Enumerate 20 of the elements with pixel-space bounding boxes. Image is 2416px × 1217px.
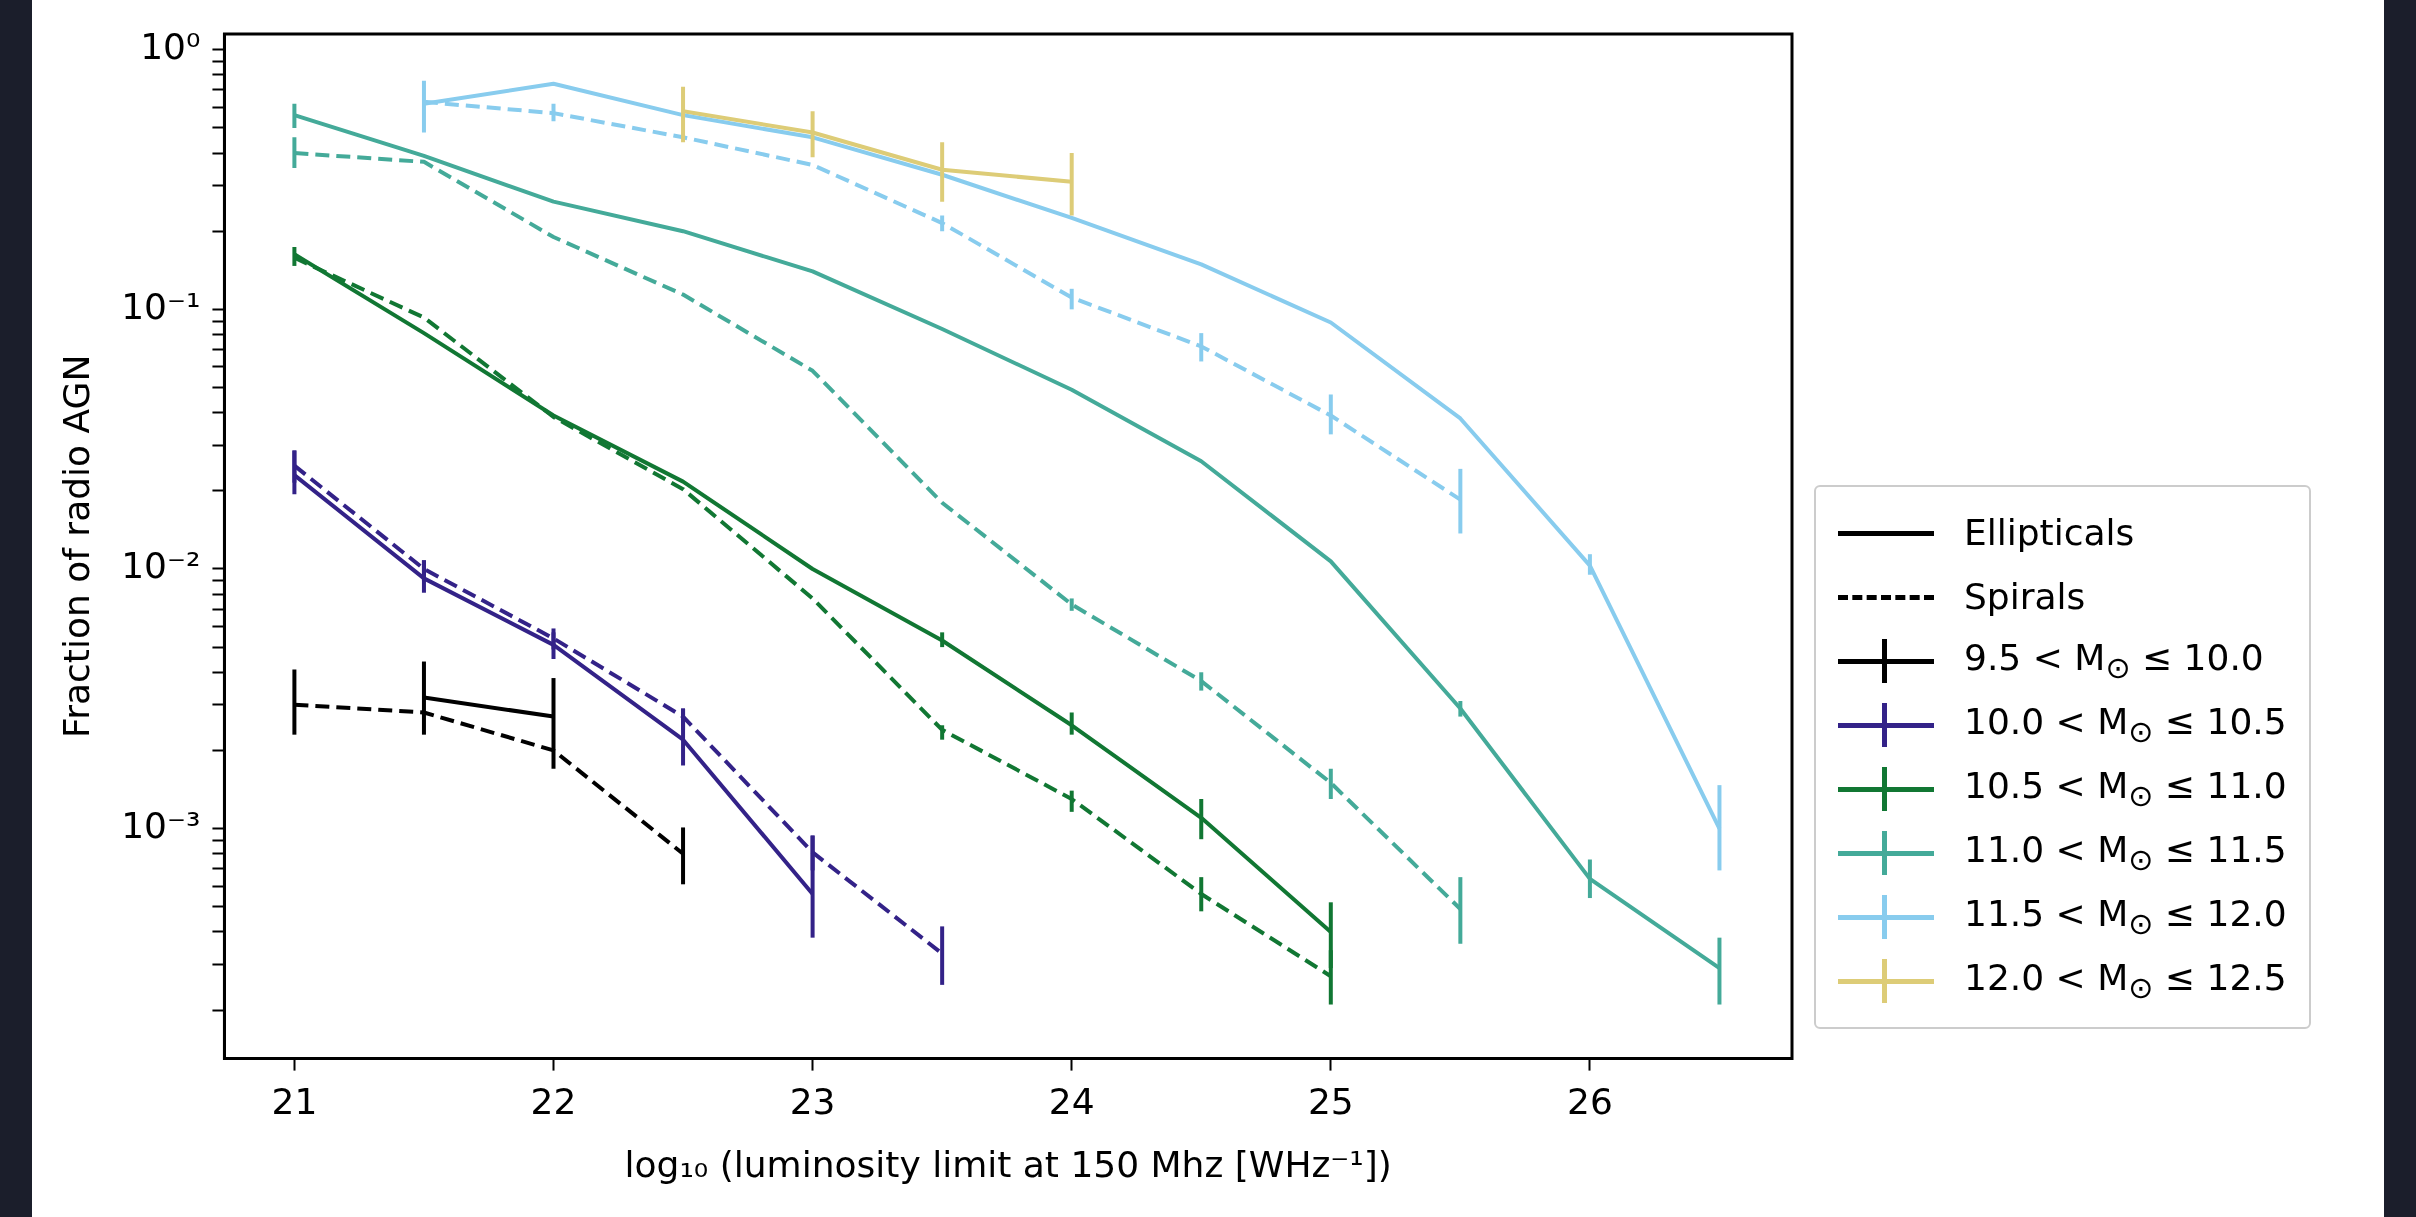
legend-label: Spirals bbox=[1964, 576, 2086, 618]
legend-label: 10.5 < M$_{⊙}$ ≤ 11.0 bbox=[1964, 764, 2287, 813]
y-tick-label: 10⁻³ bbox=[121, 804, 201, 846]
x-axis-title: log₁₀ (luminosity limit at 150 Mhz [WHz⁻¹]) bbox=[624, 1143, 1392, 1185]
y-axis-title: Fraction of radio AGN bbox=[55, 354, 97, 738]
legend-label: 11.5 < M$_{⊙}$ ≤ 12.0 bbox=[1964, 892, 2287, 941]
legend-label: 12.0 < M$_{⊙}$ ≤ 12.5 bbox=[1964, 956, 2287, 1005]
x-tick-label: 21 bbox=[271, 1080, 318, 1122]
x-tick-label: 23 bbox=[789, 1080, 836, 1122]
x-tick-label: 22 bbox=[530, 1080, 577, 1122]
legend-label: 9.5 < M$_{⊙}$ ≤ 10.0 bbox=[1964, 636, 2264, 685]
y-tick-label: 10⁰ bbox=[140, 26, 201, 68]
legend-label: 10.0 < M$_{⊙}$ ≤ 10.5 bbox=[1964, 700, 2287, 749]
x-tick-label: 26 bbox=[1567, 1080, 1613, 1122]
x-tick-label: 25 bbox=[1307, 1080, 1354, 1122]
y-tick-label: 10⁻² bbox=[121, 545, 201, 587]
x-tick-label: 24 bbox=[1048, 1080, 1095, 1122]
y-tick-label: 10⁻¹ bbox=[121, 285, 201, 327]
legend-label: Ellipticals bbox=[1964, 512, 2135, 554]
legend-label: 11.0 < M$_{⊙}$ ≤ 11.5 bbox=[1964, 828, 2287, 877]
